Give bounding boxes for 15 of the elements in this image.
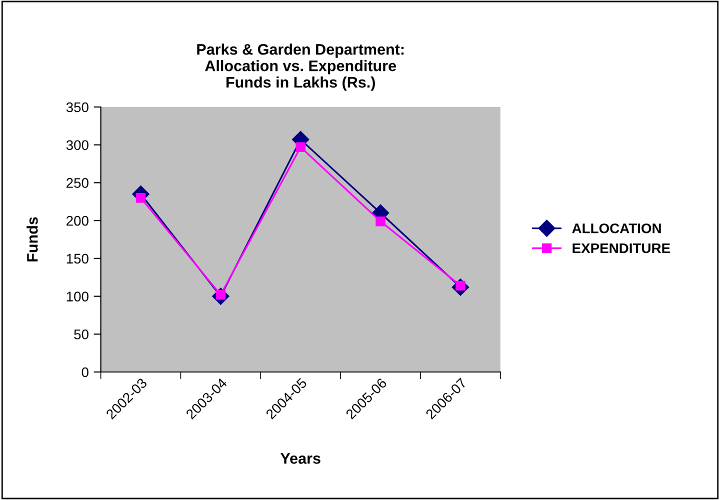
x-axis-title: Years (280, 453, 320, 464)
y-tick-label: 200 (66, 216, 88, 226)
y-tick-label: 100 (66, 292, 88, 302)
legend-label: ALLOCATION (572, 223, 661, 234)
point (376, 216, 386, 226)
point (296, 142, 306, 152)
y-tick-label: 300 (66, 140, 88, 150)
chart-title: Parks & Garden Department: Allocation vs. Expenditure Funds in Lakhs (Rs.) (197, 44, 404, 91)
legend-label: EXPENDITURE (572, 243, 670, 254)
y-tick-label: 150 (66, 254, 88, 264)
y-tick-label: 350 (66, 102, 88, 112)
y-tick-label: 250 (66, 178, 88, 188)
y-tick-label: 50 (74, 329, 88, 340)
y-tick-label: 0 (82, 367, 88, 378)
y-axis-title: Funds (26, 217, 38, 262)
